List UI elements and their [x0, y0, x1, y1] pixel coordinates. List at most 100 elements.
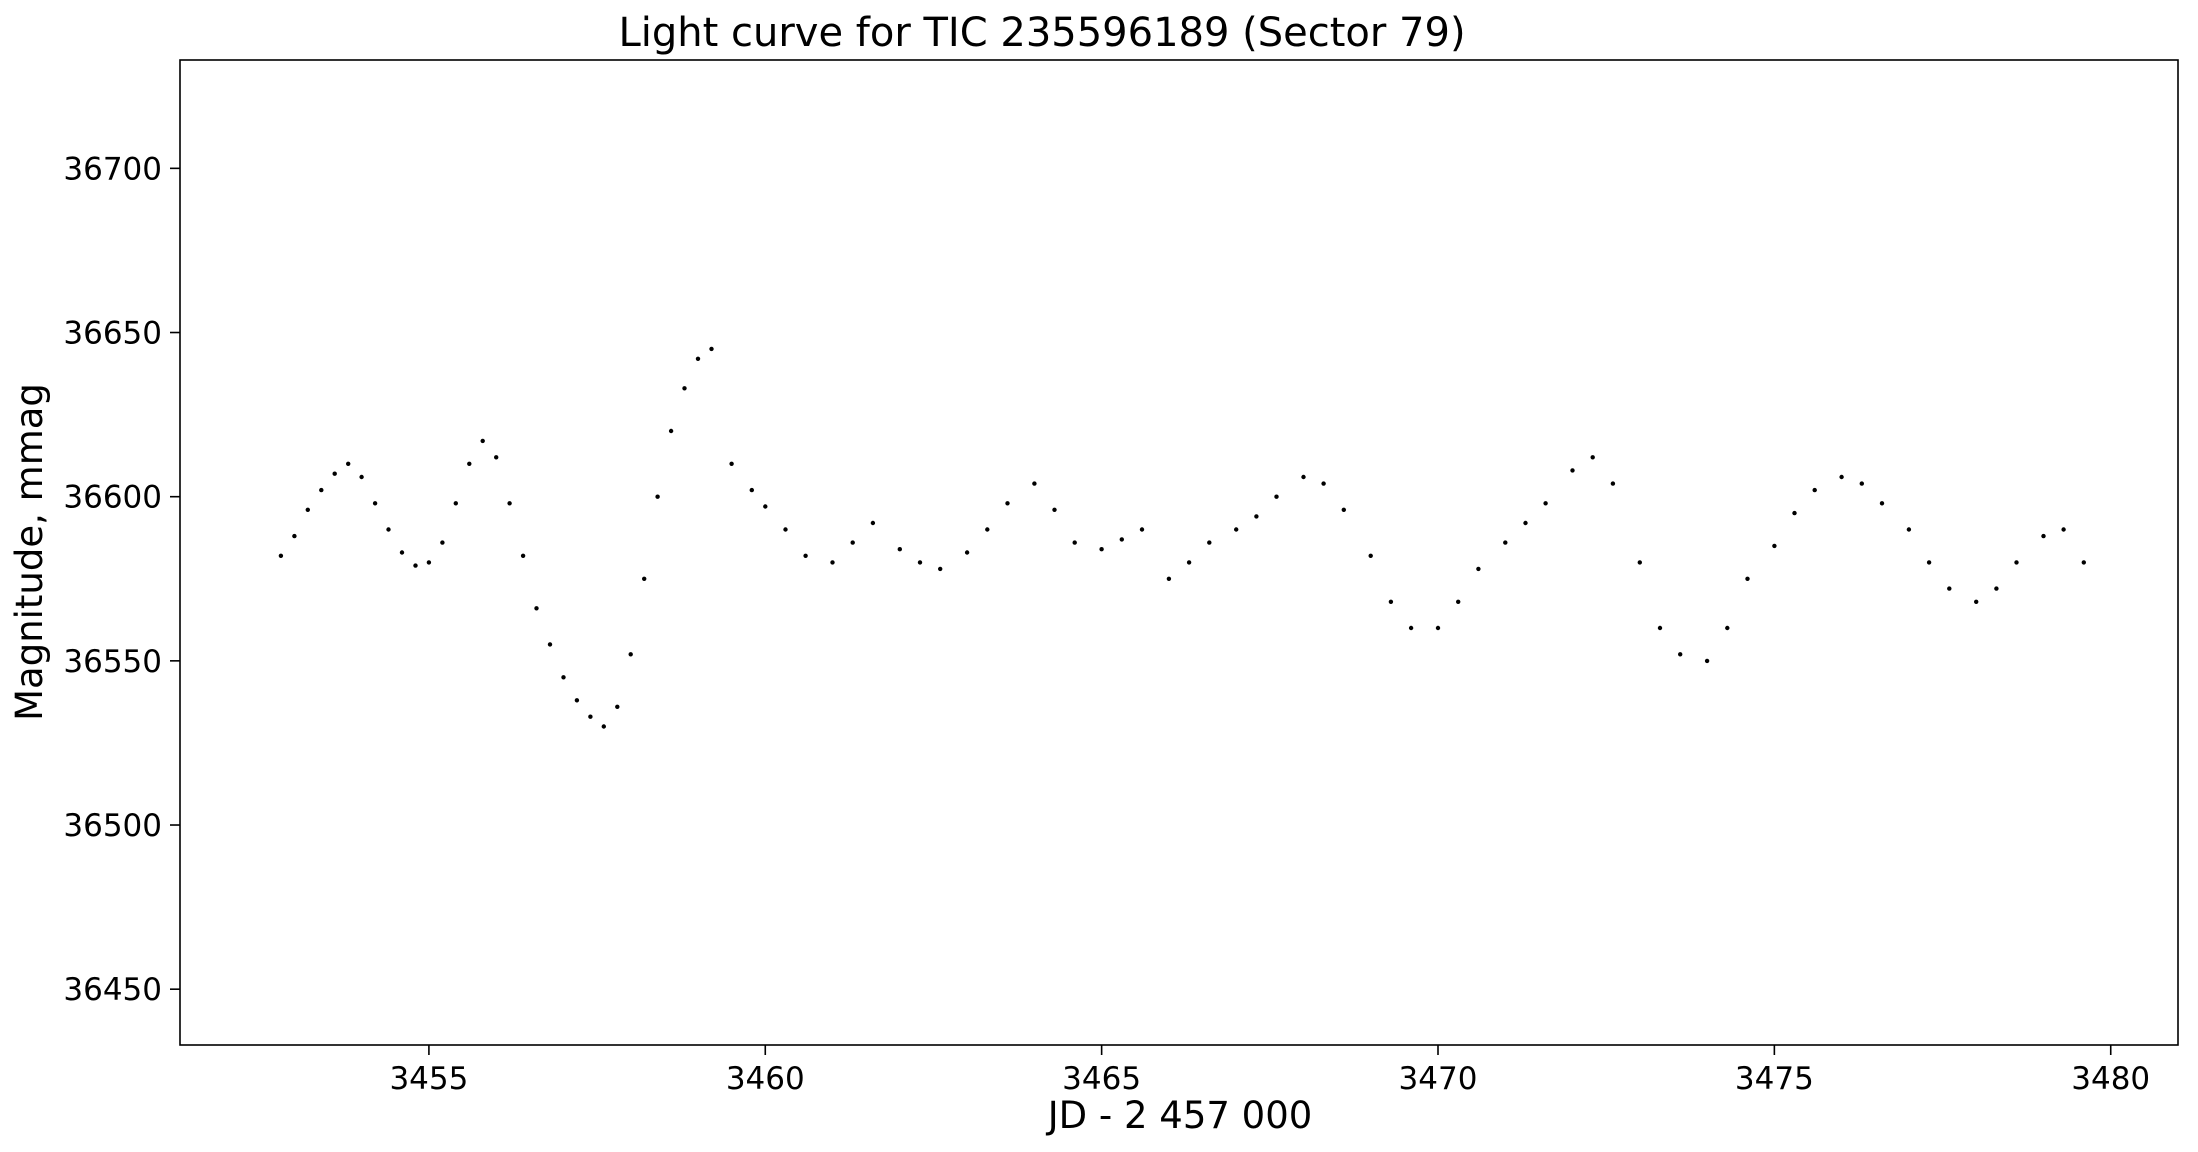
- data-point: [1072, 540, 1077, 545]
- data-point: [520, 553, 526, 558]
- data-point: [1792, 510, 1797, 516]
- data-point: [668, 428, 674, 434]
- data-point: [1974, 599, 1979, 604]
- data-point: [870, 520, 876, 526]
- data-point: [480, 438, 485, 444]
- data-point: [1139, 527, 1145, 532]
- data-point: [1879, 501, 1885, 506]
- data-point: [1341, 507, 1347, 512]
- data-point: [1657, 625, 1663, 631]
- data-point: [1166, 576, 1172, 581]
- data-point: [292, 533, 297, 539]
- data-point: [399, 550, 405, 555]
- x-tick-label: 3465: [1062, 1061, 1141, 1097]
- data-point: [2061, 527, 2066, 532]
- x-tick-label: 3470: [1399, 1061, 1478, 1097]
- y-tick-label: 36500: [63, 808, 162, 844]
- data-point: [1119, 537, 1125, 542]
- data-point: [1476, 566, 1481, 572]
- x-tick-label: 3460: [726, 1061, 805, 1097]
- data-point: [2014, 560, 2019, 565]
- data-point: [547, 642, 553, 647]
- data-point: [1274, 494, 1279, 499]
- data-point: [534, 606, 539, 611]
- x-axis-ticks: 3455 3460 3465 3470 3475 3480: [389, 1045, 2150, 1097]
- data-point: [642, 576, 647, 581]
- data-point: [1408, 625, 1414, 631]
- data-point: [1839, 474, 1844, 480]
- data-point: [695, 356, 701, 361]
- data-point: [783, 527, 788, 532]
- data-point: [682, 386, 687, 391]
- data-point: [426, 560, 432, 565]
- data-point: [1543, 501, 1548, 506]
- data-point: [1590, 455, 1595, 460]
- data-point: [507, 501, 512, 506]
- data-point: [749, 487, 754, 493]
- data-point: [588, 714, 593, 719]
- y-tick-label: 36600: [63, 480, 162, 516]
- data-point: [615, 704, 620, 709]
- data-point: [1745, 576, 1750, 581]
- data-point: [1503, 540, 1508, 545]
- data-point: [985, 527, 990, 532]
- x-tick-label: 3475: [1735, 1061, 1814, 1097]
- data-point: [359, 474, 364, 480]
- data-point: [372, 501, 378, 506]
- data-point: [1637, 560, 1643, 565]
- data-point: [1456, 599, 1461, 604]
- data-point: [763, 504, 768, 509]
- x-tick-label: 3455: [389, 1061, 468, 1097]
- data-point: [1812, 487, 1817, 493]
- data-point: [1859, 481, 1865, 486]
- data-point: [319, 487, 324, 493]
- data-point: [655, 494, 660, 499]
- y-axis-ticks: 36450 36500 36550 36600 36650 36700: [63, 151, 180, 1008]
- data-point: [453, 501, 458, 506]
- data-point: [494, 455, 499, 460]
- data-point: [897, 547, 902, 552]
- data-point: [850, 540, 855, 545]
- data-point: [1906, 527, 1912, 532]
- data-point: [601, 724, 606, 729]
- data-point: [803, 553, 808, 558]
- data-point: [1032, 481, 1037, 486]
- x-axis-label: JD - 2 457 000: [1046, 1094, 1313, 1137]
- data-point: [1610, 481, 1616, 486]
- data-point: [1005, 501, 1010, 506]
- data-point: [1368, 553, 1373, 558]
- data-point: [1321, 481, 1326, 486]
- data-point: [1099, 547, 1104, 552]
- data-point: [729, 461, 734, 466]
- data-point: [628, 652, 633, 657]
- data-point: [1523, 520, 1528, 526]
- data-point: [1254, 514, 1259, 519]
- data-point: [1207, 540, 1212, 545]
- data-point: [1725, 625, 1730, 631]
- data-point: [1186, 560, 1192, 565]
- data-point: [830, 560, 835, 565]
- x-tick-label: 3480: [2071, 1061, 2150, 1097]
- data-point: [1435, 625, 1441, 631]
- data-points: [278, 346, 2086, 729]
- data-point: [278, 553, 284, 558]
- data-point: [2081, 560, 2086, 565]
- data-point: [1388, 599, 1394, 604]
- y-tick-label: 36650: [63, 316, 162, 352]
- data-point: [1704, 658, 1710, 664]
- data-point: [346, 461, 351, 466]
- data-point: [964, 550, 970, 555]
- y-tick-label: 36550: [63, 644, 162, 680]
- data-point: [709, 346, 714, 352]
- data-point: [332, 471, 337, 476]
- data-point: [561, 675, 566, 680]
- data-point: [386, 527, 391, 532]
- y-tick-label: 36700: [63, 151, 162, 187]
- data-point: [467, 461, 472, 466]
- data-point: [1947, 586, 1952, 591]
- chart-title: Light curve for TIC 235596189 (Sector 79…: [618, 10, 1465, 56]
- data-point: [1052, 507, 1057, 512]
- data-point: [1678, 652, 1683, 657]
